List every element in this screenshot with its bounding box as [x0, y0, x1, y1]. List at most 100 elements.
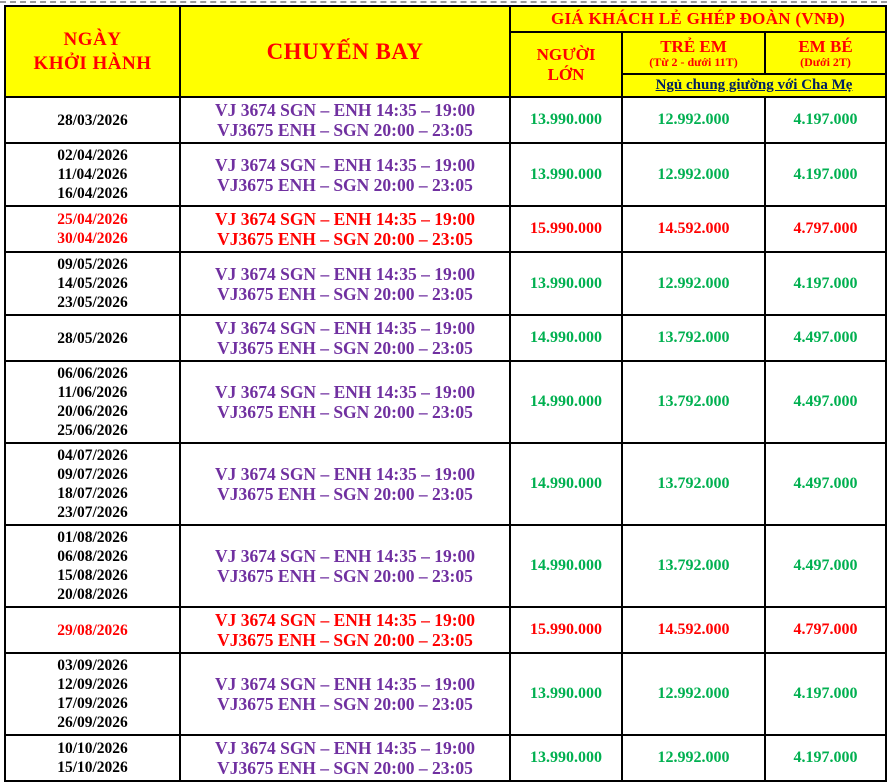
table-row: 29/08/2026 VJ 3674 SGN – ENH 14:35 – 19:… [4, 606, 887, 654]
departure-dates-cell: 06/06/2026 11/06/2026 20/06/2026 25/06/2… [4, 360, 181, 444]
infant-price-cell: 4.497.000 [763, 524, 887, 608]
child-price-cell: 12.992.000 [621, 652, 766, 736]
header-shared-bed-note: Ngủ chung giường với Cha Mẹ [620, 73, 887, 98]
infant-price-cell: 4.497.000 [763, 314, 887, 362]
flight-outbound: VJ 3674 SGN – ENH 14:35 – 19:00 [214, 154, 476, 175]
flight-return: VJ3675 ENH – SGN 20:00 – 23:05 [217, 120, 473, 140]
infant-price-cell: 4.797.000 [763, 606, 887, 654]
adult-price-cell: 15.990.000 [509, 606, 623, 654]
flight-outbound: VJ 3674 SGN – ENH 14:35 – 19:00 [214, 263, 476, 284]
flight-info-cell: VJ 3674 SGN – ENH 14:35 – 19:00 VJ3675 E… [179, 205, 511, 253]
flight-info-cell: VJ 3674 SGN – ENH 14:35 – 19:00 VJ3675 E… [179, 734, 511, 782]
flight-info-cell: VJ 3674 SGN – ENH 14:35 – 19:00 VJ3675 E… [179, 96, 511, 144]
departure-dates-cell: 01/08/2026 06/08/2026 15/08/2026 20/08/2… [4, 524, 181, 608]
departure-dates-cell: 25/04/2026 30/04/2026 [4, 205, 181, 253]
table-row: 02/04/2026 11/04/2026 16/04/2026 VJ 3674… [4, 142, 887, 207]
table-row: 04/07/2026 09/07/2026 18/07/2026 23/07/2… [4, 442, 887, 526]
adult-price-cell: 14.990.000 [509, 524, 623, 608]
flight-info-cell: VJ 3674 SGN – ENH 14:35 – 19:00 VJ3675 E… [179, 652, 511, 736]
flight-outbound: VJ 3674 SGN – ENH 14:35 – 19:00 [214, 738, 476, 758]
header-row-group: NGÀY KHỞI HÀNH CHUYẾN BAY GIÁ KHÁCH LẺ G… [4, 5, 887, 98]
adult-price-cell: 14.990.000 [509, 442, 623, 526]
adult-price-cell: 15.990.000 [509, 205, 623, 253]
table-row: 25/04/2026 30/04/2026 VJ 3674 SGN – ENH … [4, 205, 887, 253]
flight-info-cell: VJ 3674 SGN – ENH 14:35 – 19:00 VJ3675 E… [179, 442, 511, 526]
departure-dates-cell: 28/05/2026 [4, 314, 181, 362]
table-row: 01/08/2026 06/08/2026 15/08/2026 20/08/2… [4, 524, 887, 608]
flight-outbound: VJ 3674 SGN – ENH 14:35 – 19:00 [214, 464, 476, 484]
flight-info-cell: VJ 3674 SGN – ENH 14:35 – 19:00 VJ3675 E… [179, 524, 511, 608]
adult-price-cell: 13.990.000 [509, 652, 623, 736]
header-infant: EM BÉ (Dưới 2T) [763, 31, 887, 75]
infant-price-cell: 4.197.000 [763, 652, 887, 736]
child-price-cell: 14.592.000 [621, 606, 766, 654]
flight-outbound: VJ 3674 SGN – ENH 14:35 – 19:00 [214, 318, 476, 338]
header-row-passenger-types: NGƯỜI LỚN TRẺ EM (Từ 2 - dưới 11T) EM BÉ… [5, 31, 887, 98]
flight-return: VJ3675 ENH – SGN 20:00 – 23:05 [217, 174, 473, 195]
header-departure-date: NGÀY KHỞI HÀNH [4, 5, 181, 98]
departure-dates-cell: 29/08/2026 [4, 606, 181, 654]
child-price-cell: 12.992.000 [621, 251, 766, 316]
child-price-cell: 12.992.000 [621, 142, 766, 207]
infant-price-cell: 4.197.000 [763, 251, 887, 316]
departure-dates-cell: 09/05/2026 14/05/2026 23/05/2026 [4, 251, 181, 316]
child-price-cell: 13.792.000 [621, 360, 766, 444]
flight-return: VJ3675 ENH – SGN 20:00 – 23:05 [217, 338, 473, 358]
table-row: 28/03/2026 VJ 3674 SGN – ENH 14:35 – 19:… [4, 96, 887, 144]
child-price-cell: 13.792.000 [621, 314, 766, 362]
departure-dates-cell: 10/10/2026 15/10/2026 [4, 734, 181, 782]
table-row: 09/05/2026 14/05/2026 23/05/2026 VJ 3674… [4, 251, 887, 316]
adult-price-cell: 13.990.000 [509, 142, 623, 207]
header-adult: NGƯỜI LỚN [509, 31, 623, 98]
table-row: 28/05/2026 VJ 3674 SGN – ENH 14:35 – 19:… [4, 314, 887, 362]
header-child-title: TRẺ EM [660, 37, 727, 56]
adult-price-cell: 14.990.000 [509, 314, 623, 362]
table-body: 28/03/2026 VJ 3674 SGN – ENH 14:35 – 19:… [4, 96, 887, 782]
infant-price-cell: 4.197.000 [763, 734, 887, 782]
header-price-group: GIÁ KHÁCH LẺ GHÉP ĐOÀN (VNĐ) [508, 5, 887, 33]
flight-info-cell: VJ 3674 SGN – ENH 14:35 – 19:00 VJ3675 E… [179, 606, 511, 654]
header-child-subtitle: (Từ 2 - dưới 11T) [649, 55, 738, 69]
child-price-cell: 13.792.000 [621, 524, 766, 608]
child-price-cell: 14.592.000 [621, 205, 766, 253]
flight-outbound: VJ 3674 SGN – ENH 14:35 – 19:00 [214, 610, 476, 630]
table-header: NGÀY KHỞI HÀNH CHUYẾN BAY GIÁ KHÁCH LẺ G… [4, 5, 887, 98]
table-row: 10/10/2026 15/10/2026 VJ 3674 SGN – ENH … [4, 734, 887, 782]
infant-price-cell: 4.497.000 [763, 360, 887, 444]
adult-price-cell: 14.990.000 [509, 360, 623, 444]
page-break-dashed-line [0, 1, 887, 3]
flight-outbound: VJ 3674 SGN – ENH 14:35 – 19:00 [214, 546, 476, 566]
departure-dates-cell: 02/04/2026 11/04/2026 16/04/2026 [4, 142, 181, 207]
adult-price-cell: 13.990.000 [509, 734, 623, 782]
adult-price-cell: 13.990.000 [509, 251, 623, 316]
adult-price-cell: 13.990.000 [509, 96, 623, 144]
infant-price-cell: 4.497.000 [763, 442, 887, 526]
flight-return: VJ3675 ENH – SGN 20:00 – 23:05 [217, 694, 473, 714]
flight-info-cell: VJ 3674 SGN – ENH 14:35 – 19:00 VJ3675 E… [179, 360, 511, 444]
flight-info-cell: VJ 3674 SGN – ENH 14:35 – 19:00 VJ3675 E… [179, 314, 511, 362]
child-price-cell: 12.992.000 [621, 734, 766, 782]
infant-price-cell: 4.797.000 [763, 205, 887, 253]
infant-price-cell: 4.197.000 [763, 96, 887, 144]
header-flight: CHUYẾN BAY [179, 5, 511, 98]
flight-price-table: NGÀY KHỞI HÀNH CHUYẾN BAY GIÁ KHÁCH LẺ G… [4, 5, 887, 782]
flight-outbound: VJ 3674 SGN – ENH 14:35 – 19:00 [214, 674, 476, 694]
flight-return: VJ3675 ENH – SGN 20:00 – 23:05 [217, 229, 473, 249]
flight-return: VJ3675 ENH – SGN 20:00 – 23:05 [217, 630, 473, 650]
table-row: 06/06/2026 11/06/2026 20/06/2026 25/06/2… [4, 360, 887, 444]
child-price-cell: 12.992.000 [621, 96, 766, 144]
flight-outbound: VJ 3674 SGN – ENH 14:35 – 19:00 [214, 209, 476, 229]
flight-info-cell: VJ 3674 SGN – ENH 14:35 – 19:00 VJ3675 E… [179, 251, 511, 316]
flight-outbound: VJ 3674 SGN – ENH 14:35 – 19:00 [214, 382, 476, 402]
header-row-note: Ngủ chung giường với Cha Mẹ [5, 73, 887, 98]
departure-dates-cell: 04/07/2026 09/07/2026 18/07/2026 23/07/2… [4, 442, 181, 526]
flight-return: VJ3675 ENH – SGN 20:00 – 23:05 [217, 566, 473, 586]
flight-return: VJ3675 ENH – SGN 20:00 – 23:05 [217, 758, 473, 778]
header-infant-subtitle: (Dưới 2T) [800, 55, 851, 69]
flight-return: VJ3675 ENH – SGN 20:00 – 23:05 [217, 283, 473, 304]
header-infant-title: EM BÉ [798, 37, 853, 56]
flight-return: VJ3675 ENH – SGN 20:00 – 23:05 [217, 484, 473, 504]
flight-return: VJ3675 ENH – SGN 20:00 – 23:05 [217, 402, 473, 422]
table-row: 03/09/2026 12/09/2026 17/09/2026 26/09/2… [4, 652, 887, 736]
flight-info-cell: VJ 3674 SGN – ENH 14:35 – 19:00 VJ3675 E… [179, 142, 511, 207]
